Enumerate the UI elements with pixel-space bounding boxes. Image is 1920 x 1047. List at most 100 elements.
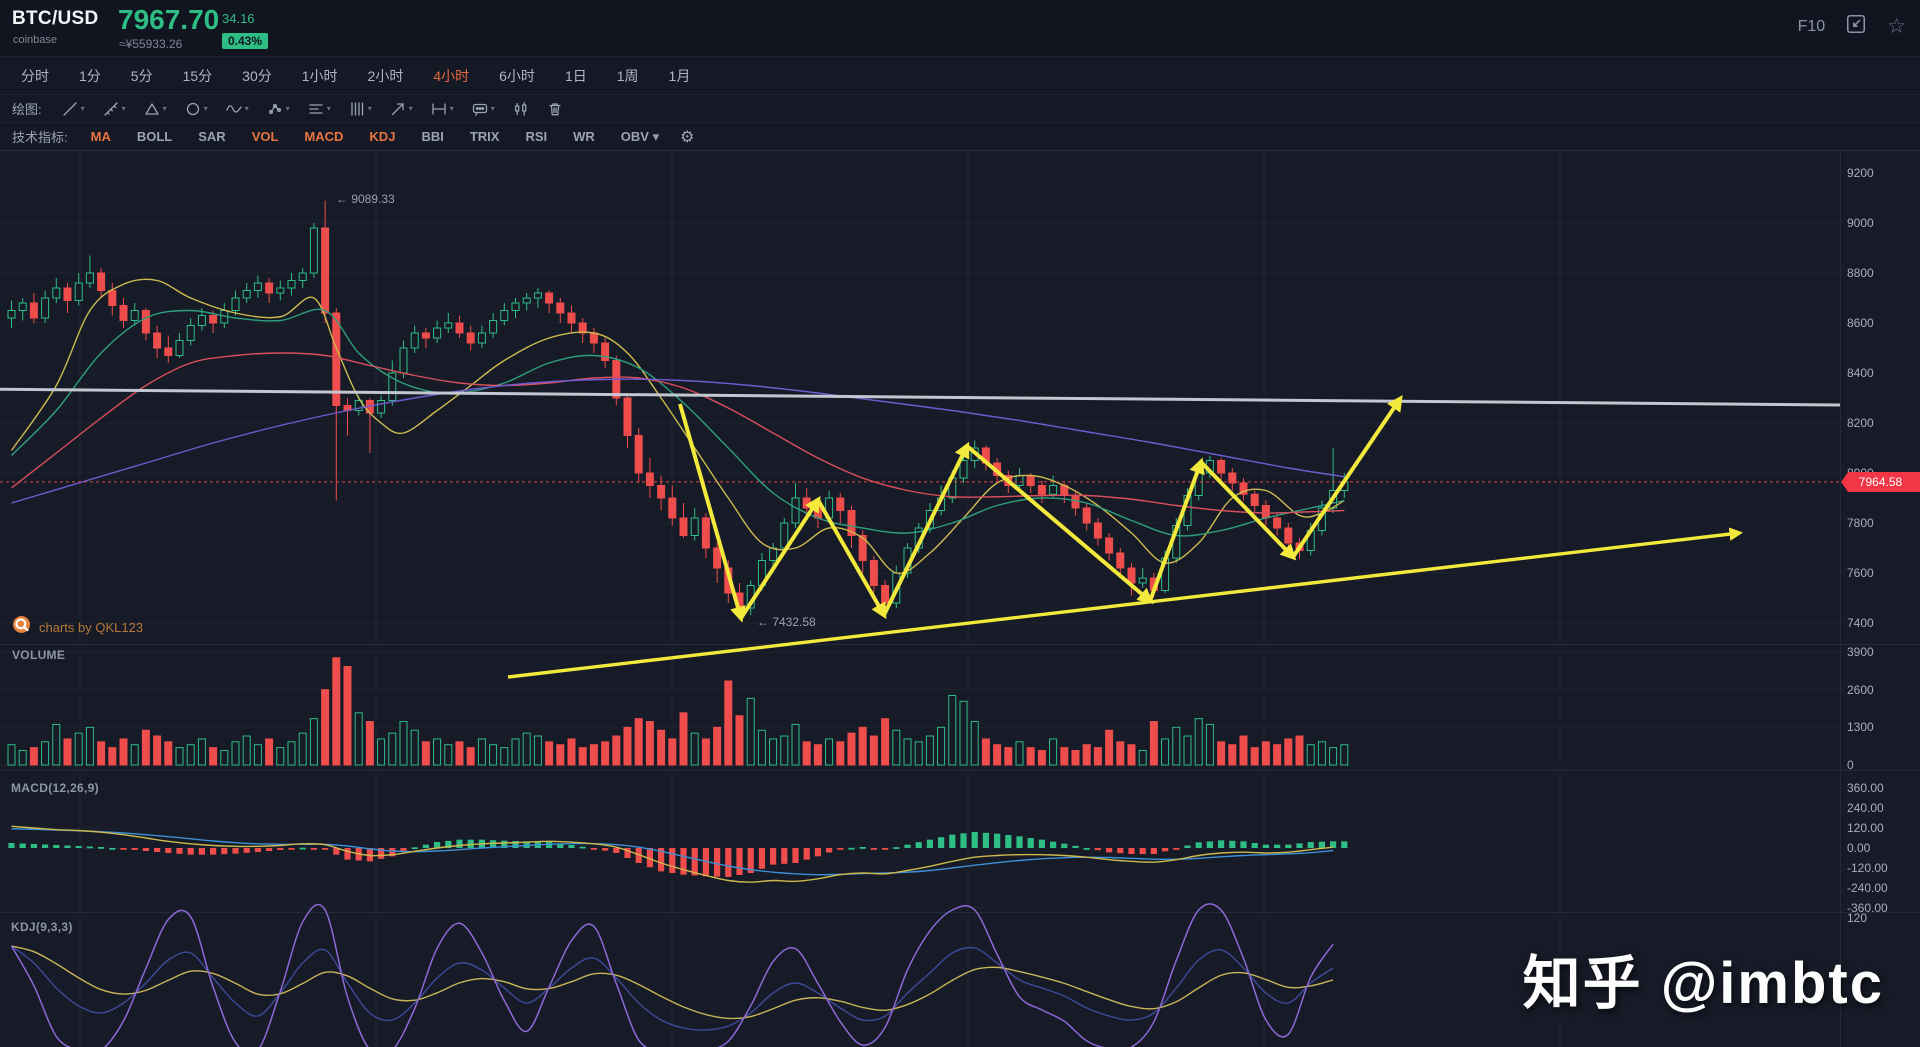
kdj-pane-label: KDJ(9,3,3) <box>11 920 73 934</box>
caret-down-icon: ▾ <box>203 104 208 113</box>
indicator-kdj[interactable]: KDJ <box>369 129 396 144</box>
favorite-star-icon[interactable]: ☆ <box>1887 15 1906 38</box>
axis-tick: 3900 <box>1847 645 1874 659</box>
ma-line-purple <box>11 378 1345 504</box>
indicator-obv[interactable]: OBV ▾ <box>620 128 660 144</box>
indicator-sar[interactable]: SAR <box>198 129 226 144</box>
axis-tick: 7800 <box>1847 516 1874 530</box>
points-cluster-tool[interactable]: ▾ <box>259 101 298 117</box>
vertical-lines-tool[interactable]: ▾ <box>341 101 380 117</box>
axis-tick: -240.00 <box>1847 881 1888 895</box>
last-price: 7967.70 <box>118 4 220 35</box>
zigzag-arrow-4 <box>965 444 1154 605</box>
callout-123-tool[interactable]: ▾ <box>464 101 503 117</box>
zigzag-arrow-3 <box>882 441 970 616</box>
date-range-tool[interactable]: ▾ <box>423 101 462 117</box>
collapse-icon[interactable] <box>1845 13 1867 40</box>
drawing-toolbar: 绘图: ▾ ▾ ▾ ▾ ▾ ▾ ▾ ▾ ▾ ▾ ▾ <box>0 95 1920 123</box>
text-note-tool[interactable]: ▾ <box>300 101 339 117</box>
drawn-overlay-layer[interactable] <box>507 395 1744 679</box>
zigzag-arrow-5 <box>1148 457 1205 602</box>
indicator-ma[interactable]: MA <box>90 129 111 144</box>
indicator-trix[interactable]: TRIX <box>469 129 500 144</box>
price-change: 34.16 <box>222 11 255 26</box>
text-note-icon <box>309 103 323 114</box>
qkl123-logo-icon <box>12 615 31 639</box>
timeframe-4小时[interactable]: 4小时 <box>433 67 470 84</box>
macd-dif-line <box>11 825 1334 883</box>
axis-tick: -120.00 <box>1847 861 1888 875</box>
gray-ma-line <box>0 387 1841 407</box>
axis-tick: 7400 <box>1847 616 1874 630</box>
ma-line-red <box>11 352 1345 514</box>
kdj-k-line <box>11 945 1334 1031</box>
caret-down-icon: ▾ <box>162 104 167 113</box>
timeframe-6小时[interactable]: 6小时 <box>499 67 535 84</box>
header-bar: BTC/USD coinbase 7967.70 ≈¥55933.26 34.1… <box>0 0 1920 57</box>
arrow-mark-tool[interactable]: ▾ <box>382 101 421 117</box>
timeframe-2小时[interactable]: 2小时 <box>367 67 404 84</box>
trash-tool[interactable] <box>539 101 571 117</box>
f10-button[interactable]: F10 <box>1797 17 1826 35</box>
trash-icon <box>549 102 561 115</box>
candles-layer <box>7 200 1349 615</box>
trend-line-tool[interactable]: ▾ <box>54 101 93 117</box>
axis-tick: 360.00 <box>1847 781 1884 795</box>
kdj-d-line <box>11 945 1334 1020</box>
ellipse-icon <box>186 102 199 115</box>
grid-layer <box>0 150 1920 1047</box>
timeframe-1月[interactable]: 1月 <box>668 67 691 84</box>
kdj-layer <box>10 903 1334 1047</box>
macd-layer <box>8 825 1348 883</box>
qkl123-text: charts by QKL123 <box>39 619 144 635</box>
macd-pane-label: MACD(12,26,9) <box>11 781 99 795</box>
arrow-mark-icon <box>391 102 404 115</box>
exchange-label: coinbase <box>13 34 58 46</box>
axis-tick: 120 <box>1847 911 1868 925</box>
timeframe-5分[interactable]: 5分 <box>130 67 153 84</box>
indicator-wr[interactable]: WR <box>573 129 595 144</box>
axis-tick: 0.00 <box>1847 841 1871 855</box>
axis-tick: 8800 <box>1847 266 1874 280</box>
timeframe-30分[interactable]: 30分 <box>242 67 272 84</box>
indicator-boll[interactable]: BOLL <box>136 129 173 144</box>
timeframe-分时[interactable]: 分时 <box>21 67 49 84</box>
indicator-rsi[interactable]: RSI <box>525 129 548 144</box>
wave-tool[interactable]: ▾ <box>218 101 257 117</box>
volume-pane-label: VOLUME <box>12 648 66 662</box>
zigzag-arrow-7 <box>1291 395 1403 559</box>
volume-layer <box>7 657 1349 766</box>
points-cluster-icon <box>268 103 281 114</box>
timeframe-15分[interactable]: 15分 <box>182 67 213 84</box>
trend-angle-tool[interactable]: ▾ <box>95 101 134 117</box>
axis-tick: 120.00 <box>1847 821 1884 835</box>
symbol-title: BTC/USD <box>12 8 99 29</box>
axis-tick: -360.00 <box>1847 901 1888 915</box>
kdj-j-line <box>10 903 1334 1047</box>
bar-pattern-tool[interactable] <box>505 101 537 117</box>
timeframe-1日[interactable]: 1日 <box>564 67 587 84</box>
axis-tick: 9200 <box>1847 166 1874 180</box>
caret-down-icon: ▾ <box>449 104 454 113</box>
caret-down-icon: ▾ <box>285 104 290 113</box>
timeframe-1小时[interactable]: 1小时 <box>301 67 338 84</box>
cny-price: ≈¥55933.26 <box>119 37 183 51</box>
axis-tick: 9000 <box>1847 216 1874 230</box>
high-annotation: ← 9089.33 <box>336 192 395 206</box>
indicator-bar-label: 技术指标: <box>12 130 68 145</box>
date-range-icon <box>432 102 446 115</box>
axis-tick: 8600 <box>1847 316 1874 330</box>
caret-down-icon: ▾ <box>367 104 372 113</box>
indicator-macd[interactable]: MACD <box>304 129 344 144</box>
indicator-bbi[interactable]: BBI <box>421 129 444 144</box>
timeframe-bar: 分时 1分 5分 15分 30分 1小时 2小时 4小时 6小时 1日 1周 1月 <box>0 57 1920 95</box>
timeframe-1分[interactable]: 1分 <box>79 67 101 84</box>
indicator-settings-gear-icon[interactable]: ⚙ <box>680 128 695 146</box>
qkl123-watermark: charts by QKL123 <box>12 615 143 639</box>
caret-down-icon: ▾ <box>490 104 495 113</box>
triangle-tool[interactable]: ▾ <box>136 101 175 117</box>
timeframe-1周[interactable]: 1周 <box>616 67 639 84</box>
indicator-vol[interactable]: VOL <box>251 129 279 144</box>
ellipse-tool[interactable]: ▾ <box>177 101 216 117</box>
